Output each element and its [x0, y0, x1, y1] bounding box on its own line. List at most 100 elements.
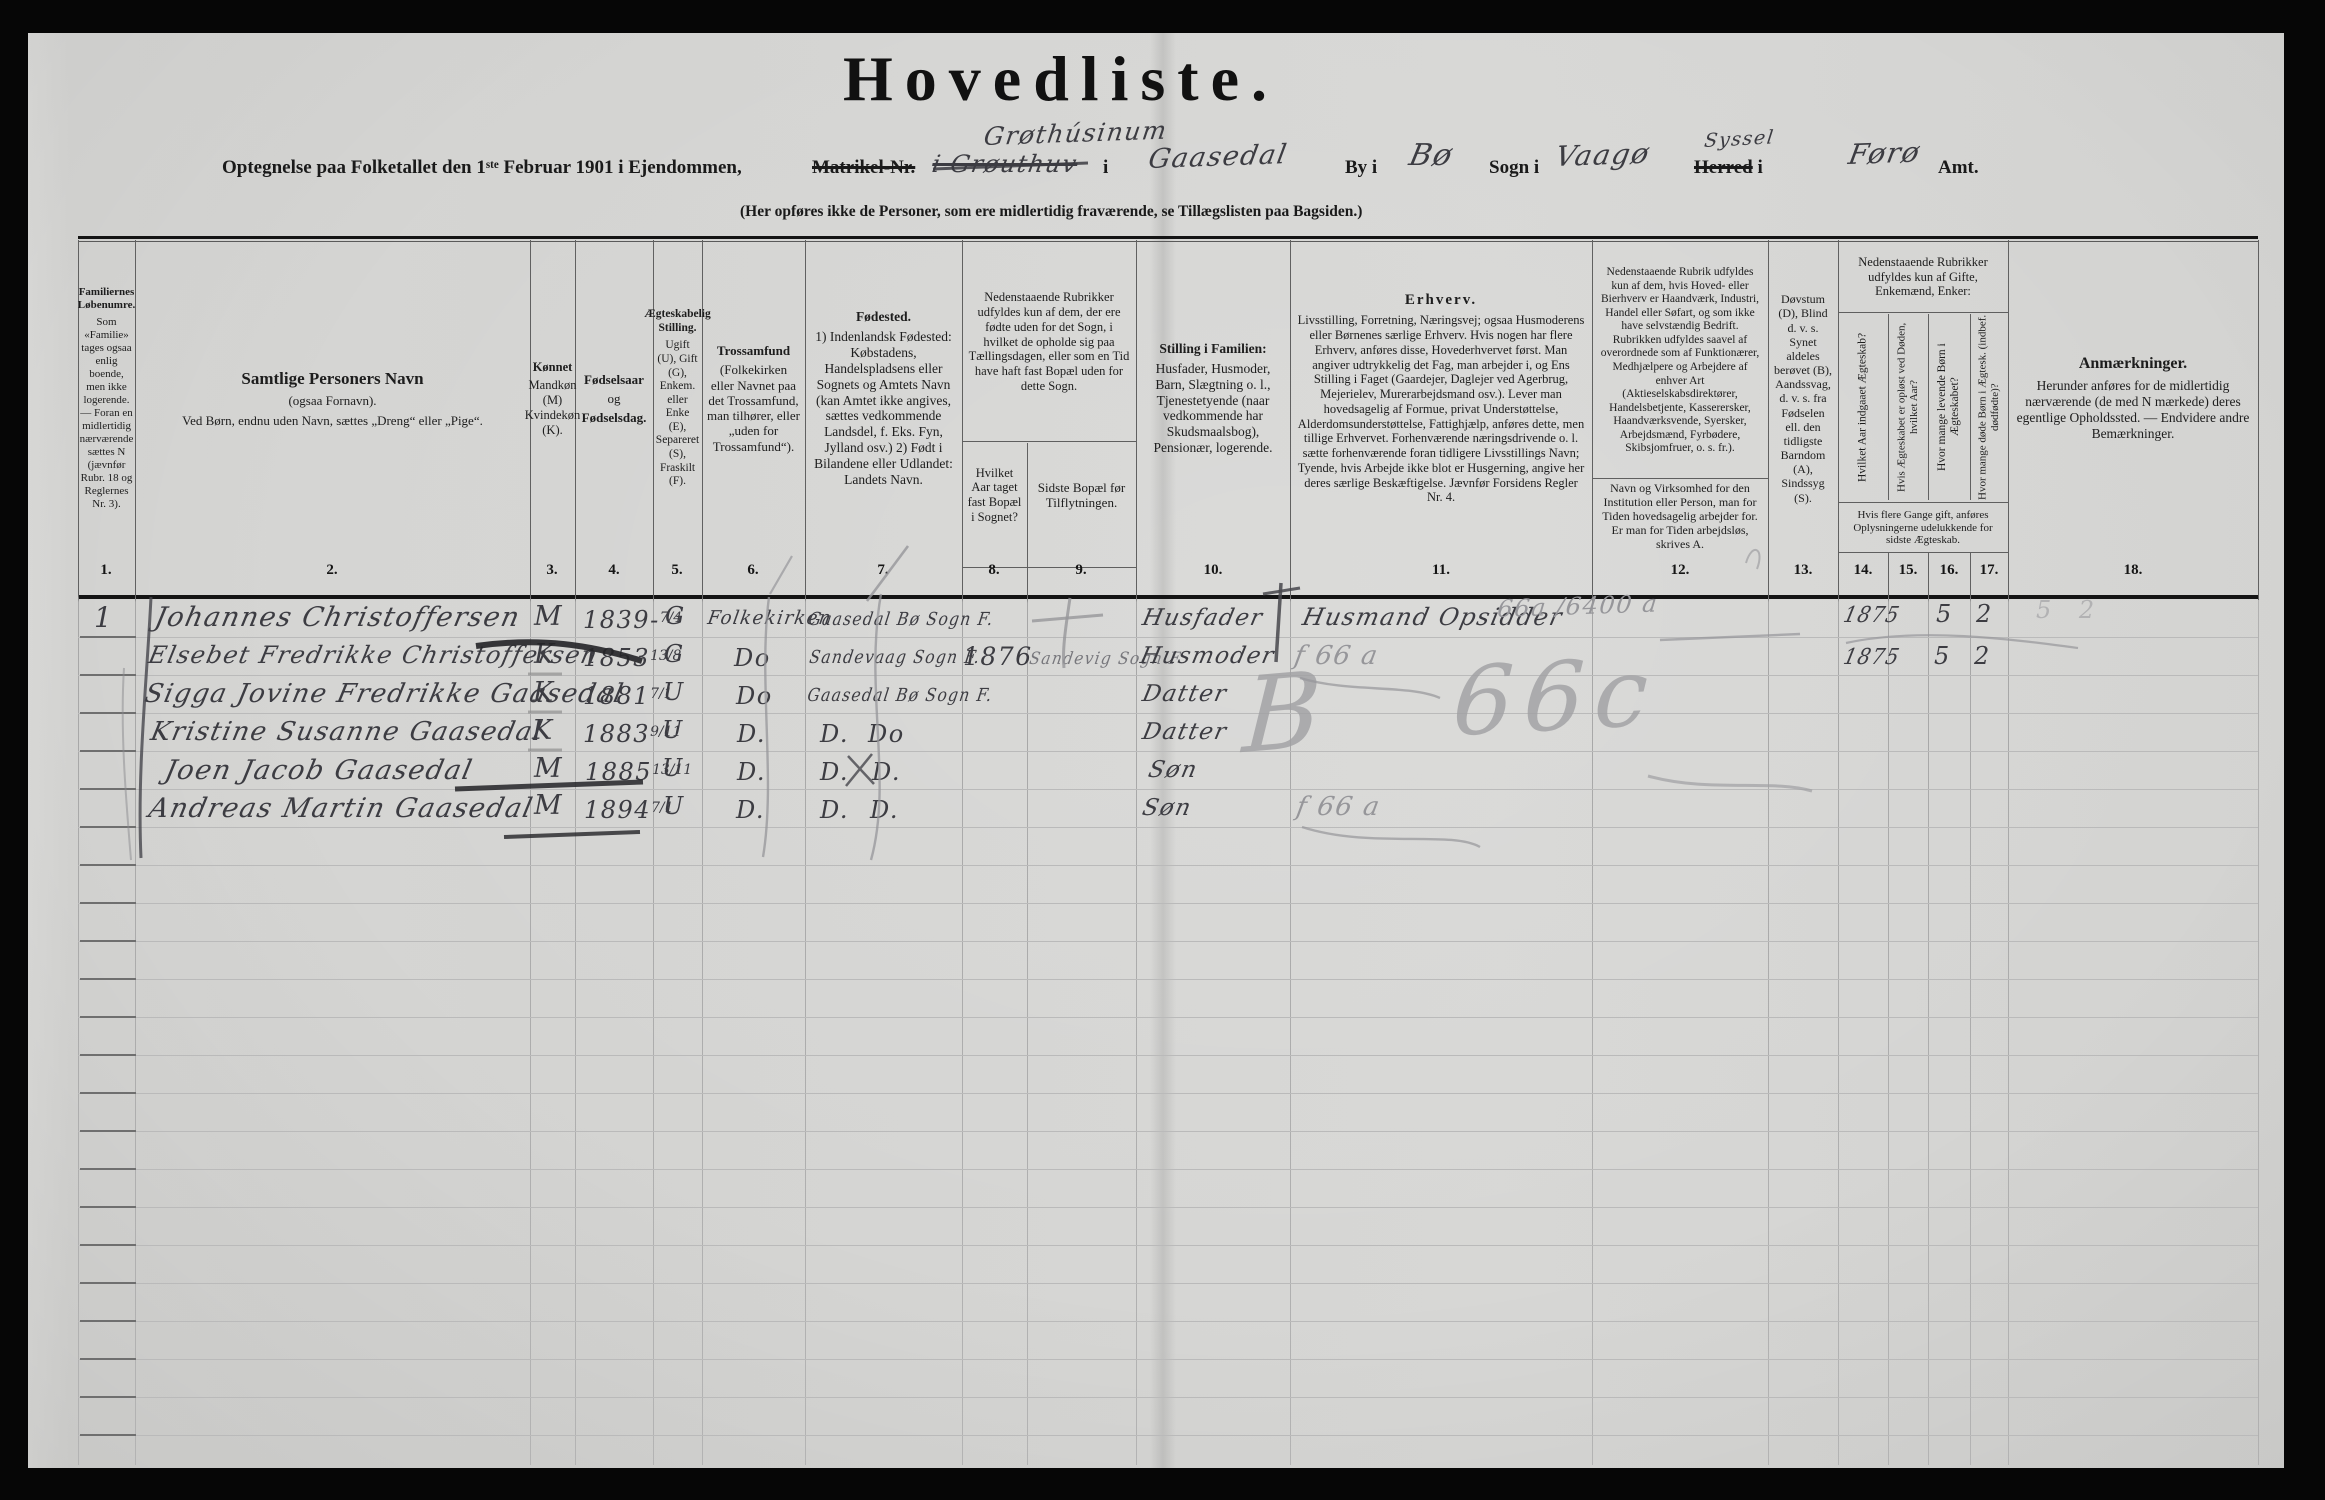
row3-marital: U: [663, 678, 685, 706]
row3-sex: K: [533, 677, 555, 708]
col-num-13: 13.: [1793, 562, 1813, 578]
row6-birthplace-ditto-1: D.: [820, 796, 850, 824]
header-col-12-top: Nedenstaaende Rubrik udfyldes kun af dem…: [1600, 266, 1760, 455]
col-num-1: 1.: [100, 562, 112, 578]
col-num-18: 18.: [2123, 562, 2143, 578]
pencil-annotation-b: B: [1240, 648, 1326, 777]
row1-marriage-year: 1875: [1841, 603, 1903, 628]
col-num-14: 14.: [1853, 562, 1873, 578]
row6-born: 18947/1: [584, 796, 674, 824]
row1-name: Johannes Christoffersen: [152, 602, 524, 633]
row5-marital: U: [662, 754, 684, 782]
header-col-10: Stilling i Familien: Husfader, Husmoder, …: [1153, 340, 1273, 456]
row6-birthplace-ditto-2: D.: [870, 796, 900, 824]
sogn-label: Sogn i: [1489, 157, 1540, 178]
col-num-12: 12.: [1670, 562, 1690, 578]
header-col-9: Sidste Bopæl før Tilflytningen.: [1037, 479, 1126, 510]
header-col-15: Hvis Ægteskabet er opløst ved Døden, hvi…: [1895, 322, 1920, 492]
row2-marital: G: [664, 640, 685, 668]
photo-edge-left: [0, 0, 28, 1500]
row5-sex: M: [534, 753, 564, 784]
row2-marriage-year: 1875: [1841, 645, 1903, 670]
row3-birthplace: Gaasedal Bø Sogn F.: [806, 685, 995, 706]
hw-property-correction: Grøthúsinum: [982, 115, 1170, 151]
photo-edge-top: [0, 0, 2325, 33]
col-num-6: 6.: [747, 562, 759, 578]
col-num-17: 17.: [1979, 562, 1999, 578]
row6-occupation-pencil: f 66 a: [1294, 792, 1384, 822]
header-col-1: Familiernes Løbenumre. Som «Familie» tage…: [77, 286, 136, 510]
hw-property-name: Gaasedal: [1146, 139, 1291, 175]
col-line-17: [1970, 314, 1971, 500]
col-num-4: 4.: [608, 562, 620, 578]
row4-family-position: Datter: [1140, 719, 1230, 745]
matrikel-label-struck: Matrikel-Nr.: [812, 157, 916, 178]
header-col-17: Hvor mange døde Børn i Ægtesk. (indbef. …: [1976, 314, 2001, 500]
row4-marital: U: [662, 716, 684, 744]
row1-born: 1839-7/4: [583, 606, 683, 634]
header-col-7: Fødested. 1) Indenlandsk Fødested: Købsta…: [814, 308, 953, 488]
group-14-17-divider-bot: [1838, 552, 2008, 553]
row1-sex: M: [534, 601, 564, 632]
row6-sex: M: [534, 790, 564, 821]
by-label: By i: [1345, 157, 1378, 178]
row6-family-position: Søn: [1140, 795, 1195, 821]
row5-family-position: Søn: [1146, 757, 1201, 783]
row3-faith: Do: [736, 682, 773, 710]
hw-syssel-correction: Syssel: [1703, 126, 1776, 152]
row2-sex: K: [534, 639, 556, 670]
header-group-8-9: Nedenstaaende Rubrikker udfyldes kun af …: [968, 290, 1130, 393]
row6-name: Andreas Martin Gaasedal: [146, 793, 537, 824]
row4-birthplace-ditto-1: D.: [820, 720, 850, 748]
row1-children-dead: 2: [1976, 600, 1993, 628]
col-num-9: 9.: [1075, 562, 1087, 578]
header-col-11: Erhverv. Livsstilling, Forretning, Nærin…: [1297, 291, 1585, 505]
row5-birthplace-ditto-2: D.: [872, 758, 902, 786]
row3-born: 18817/1: [583, 682, 673, 710]
group-8-9-divider: [962, 441, 1136, 442]
col-line-15: [1888, 314, 1889, 500]
col-num-7: 7.: [877, 562, 889, 578]
row2-faith: Do: [734, 644, 771, 672]
row2-birthplace: Sandevaag Sogn F.: [808, 647, 983, 668]
col-line-16: [1928, 314, 1929, 500]
row1-children-alive: 5: [1936, 600, 1953, 628]
header-col-3: Kønnet Mandkøn (M) Kvindekøn (K).: [524, 359, 581, 437]
row1-birthplace: Gaasedal Bø Sogn F.: [807, 609, 996, 630]
col-num-8: 8.: [988, 562, 1000, 578]
row5-name: Joen Jacob Gaasedal: [162, 755, 476, 786]
group-8-9-num-divider: [962, 567, 1136, 568]
body-col1-dashes: [80, 600, 136, 1465]
row5-faith: D.: [737, 758, 767, 786]
row3-family-position: Datter: [1140, 681, 1230, 707]
row4-name: Kristine Susanne Gaasedal: [148, 717, 547, 747]
row1-family-no: 1: [94, 601, 114, 634]
col-num-3: 3.: [546, 562, 558, 578]
table-right-edge-body: [2258, 600, 2259, 1465]
row4-birthplace-ditto-2: Do: [868, 720, 905, 748]
row4-faith: D.: [737, 720, 767, 748]
header-col-6: Trossamfund (Folkekirken eller Navnet paa…: [707, 342, 800, 454]
col-num-11: 11.: [1432, 562, 1450, 578]
row4-born: 18839/11: [583, 720, 682, 748]
row5-birthplace-ditto-1: D.: [820, 758, 850, 786]
header-col-16: Hvor mange levende Børn i Ægteskabet?: [1936, 343, 1961, 471]
page-title: Hovedliste.: [843, 43, 1279, 114]
header-group-14-17-footer: Hvis flere Gange gift, anføres Oplysning…: [1853, 508, 1993, 547]
hw-sogn-name: Vaagø: [1553, 136, 1653, 173]
header-col-13: Døvstum (D), Blind d. v. s. Synet aldele…: [1774, 292, 1832, 505]
row2-name: Elsebet Fredrikke Christoffersen: [146, 641, 602, 669]
header-group-14-17: Nedenstaaende Rubrikker udfyldes kun af …: [1858, 254, 1988, 299]
header-col-8: Hvilket Aar taget fast Bopæl i Sognet?: [967, 465, 1022, 524]
table-top-rule-2: [78, 241, 2258, 242]
hw-amt-name: Førø: [1846, 135, 1924, 171]
header-col-14: Hvilket Aar indgaaet Ægteskab?: [1856, 332, 1869, 482]
col-12-divider: [1592, 478, 1768, 479]
row1-col12-pencil-note: 66a /6400 a: [1496, 589, 1660, 623]
photo-edge-bottom: [0, 1468, 2325, 1500]
photo-edge-right: [2284, 0, 2325, 1500]
col-num-2: 2.: [326, 562, 338, 578]
herred-label: Herred i: [1694, 157, 1763, 178]
col-num-10: 10.: [1203, 562, 1223, 578]
